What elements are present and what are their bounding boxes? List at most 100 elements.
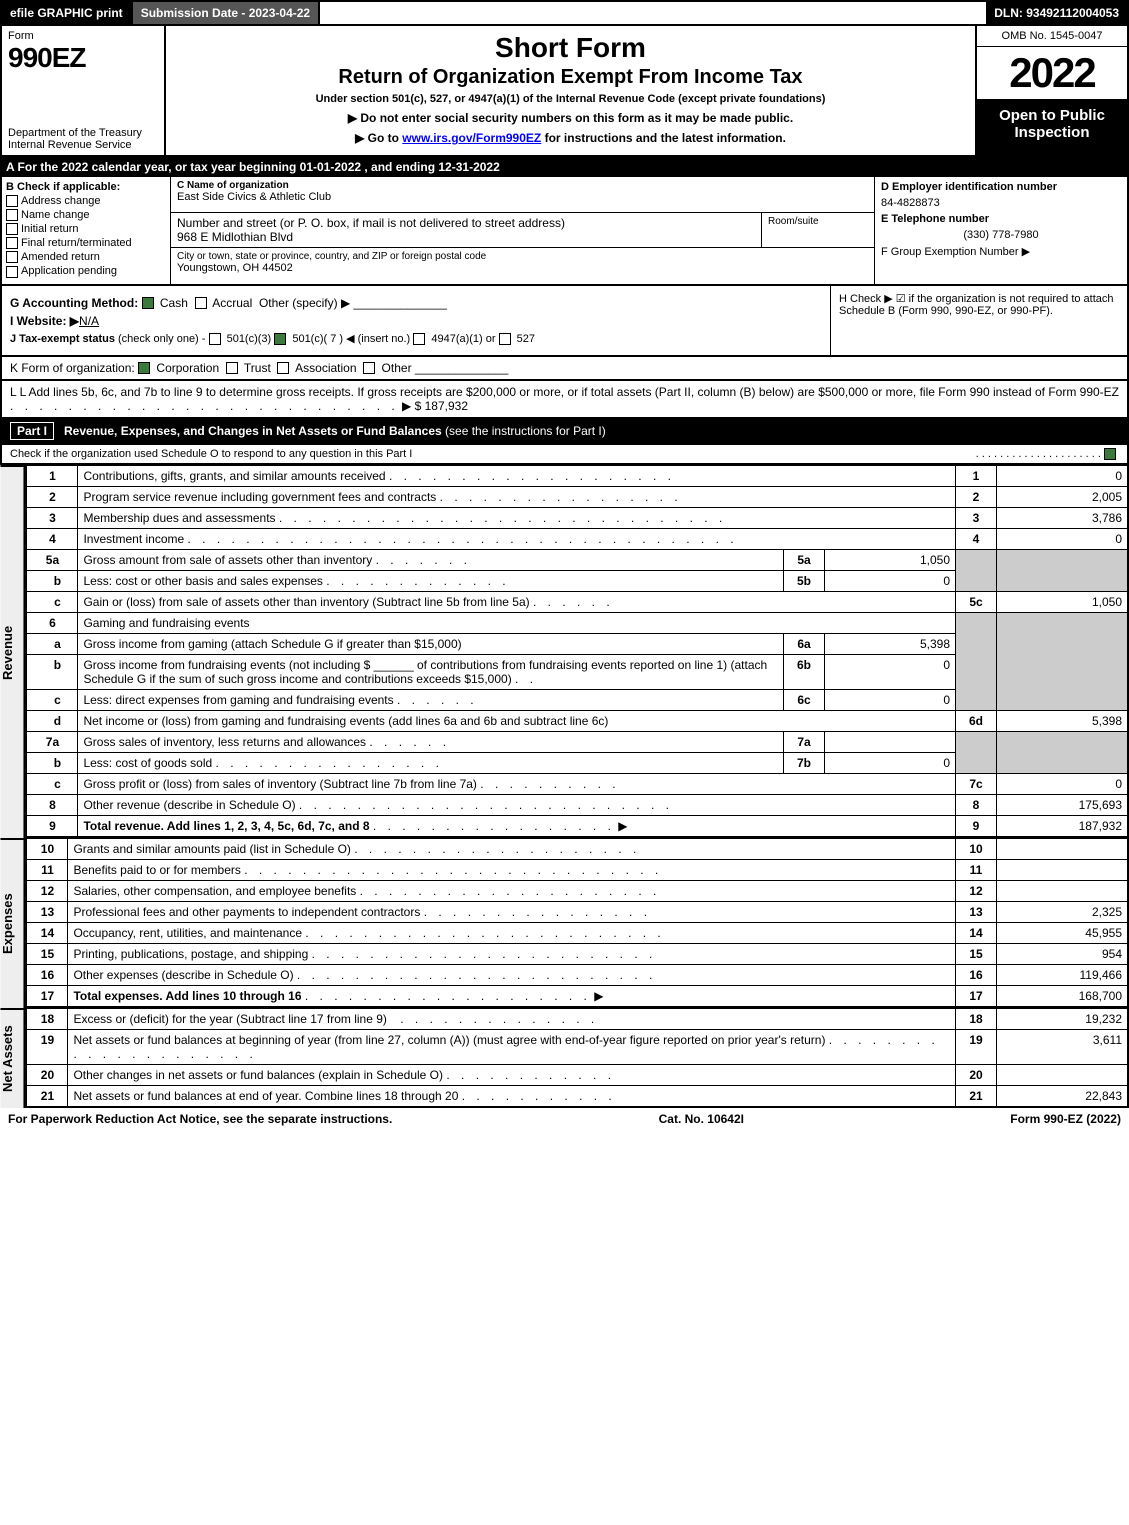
check-final-return[interactable]: Final return/terminated <box>6 237 166 249</box>
part-1-label: Part I <box>10 422 54 440</box>
mid-section: G Accounting Method: Cash Accrual Other … <box>0 286 1129 357</box>
line-13: 13Professional fees and other payments t… <box>26 901 1128 922</box>
org-name-row: C Name of organization East Side Civics … <box>171 177 874 213</box>
check-trust[interactable] <box>226 362 238 374</box>
net-assets-section: Net Assets 18Excess or (deficit) for the… <box>0 1008 1129 1108</box>
info-section: B Check if applicable: Address change Na… <box>0 177 1129 286</box>
section-g: G Accounting Method: Cash Accrual Other … <box>10 296 822 310</box>
line-7a: 7aGross sales of inventory, less returns… <box>26 731 1128 752</box>
line-19: 19Net assets or fund balances at beginni… <box>26 1029 1128 1064</box>
website-value: N/A <box>79 314 99 328</box>
footer-center: Cat. No. 10642I <box>659 1112 744 1126</box>
instr2-pre: ▶ Go to <box>355 131 402 145</box>
org-name-value: East Side Civics & Athletic Club <box>177 191 868 203</box>
top-bar: efile GRAPHIC print Submission Date - 20… <box>0 0 1129 26</box>
line-21: 21Net assets or fund balances at end of … <box>26 1085 1128 1107</box>
ein-label: D Employer identification number <box>881 181 1121 193</box>
street-value: 968 E Midlothian Blvd <box>177 230 755 244</box>
dln-label: DLN: 93492112004053 <box>986 2 1127 24</box>
check-501c3[interactable] <box>209 333 221 345</box>
line-14: 14Occupancy, rent, utilities, and mainte… <box>26 922 1128 943</box>
line-5a: 5aGross amount from sale of assets other… <box>26 549 1128 570</box>
check-name-change[interactable]: Name change <box>6 209 166 221</box>
instruction-2: ▶ Go to www.irs.gov/Form990EZ for instru… <box>176 131 965 145</box>
section-b-label: B Check if applicable: <box>6 181 166 193</box>
section-b: B Check if applicable: Address change Na… <box>2 177 171 284</box>
revenue-table: 1Contributions, gifts, grants, and simil… <box>25 465 1129 838</box>
line-15: 15Printing, publications, postage, and s… <box>26 943 1128 964</box>
department-label: Department of the Treasury Internal Reve… <box>8 127 158 151</box>
line-20: 20Other changes in net assets or fund ba… <box>26 1064 1128 1085</box>
line-1: 1Contributions, gifts, grants, and simil… <box>26 465 1128 486</box>
net-assets-table: 18Excess or (deficit) for the year (Subt… <box>25 1008 1129 1108</box>
part-1-header: Part I Revenue, Expenses, and Changes in… <box>0 419 1129 445</box>
group-exemption: F Group Exemption Number ▶ <box>881 245 1121 258</box>
instruction-1: ▶ Do not enter social security numbers o… <box>176 111 965 125</box>
check-schedule-o[interactable] <box>1104 448 1116 460</box>
line-7c: cGross profit or (loss) from sales of in… <box>26 773 1128 794</box>
check-initial-return[interactable]: Initial return <box>6 223 166 235</box>
phone-label: E Telephone number <box>881 213 1121 225</box>
page-footer: For Paperwork Reduction Act Notice, see … <box>0 1108 1129 1130</box>
footer-right: Form 990-EZ (2022) <box>1010 1112 1121 1126</box>
check-501c[interactable] <box>274 333 286 345</box>
check-amended-return[interactable]: Amended return <box>6 251 166 263</box>
check-527[interactable] <box>499 333 511 345</box>
check-other-org[interactable] <box>363 362 375 374</box>
tax-year: 2022 <box>977 47 1127 99</box>
expenses-table: 10Grants and similar amounts paid (list … <box>25 838 1129 1008</box>
expenses-section: Expenses 10Grants and similar amounts pa… <box>0 838 1129 1008</box>
header-left: Form 990EZ Department of the Treasury In… <box>2 26 166 155</box>
revenue-section: Revenue 1Contributions, gifts, grants, a… <box>0 465 1129 838</box>
under-section-text: Under section 501(c), 527, or 4947(a)(1)… <box>176 93 965 105</box>
city-row: City or town, state or province, country… <box>171 248 874 283</box>
form-number: 990EZ <box>8 42 158 74</box>
line-3: 3Membership dues and assessments . . . .… <box>26 507 1128 528</box>
revenue-side-label: Revenue <box>0 465 25 838</box>
check-association[interactable] <box>277 362 289 374</box>
efile-label[interactable]: efile GRAPHIC print <box>2 2 131 24</box>
line-10: 10Grants and similar amounts paid (list … <box>26 838 1128 859</box>
line-9: 9Total revenue. Add lines 1, 2, 3, 4, 5c… <box>26 815 1128 837</box>
net-assets-side-label: Net Assets <box>0 1008 25 1108</box>
ein-value: 84-4828873 <box>881 197 1121 209</box>
line-11: 11Benefits paid to or for members . . . … <box>26 859 1128 880</box>
form-title: Short Form <box>176 32 965 64</box>
part-1-title: Revenue, Expenses, and Changes in Net As… <box>64 424 606 438</box>
row-a-tax-year: A For the 2022 calendar year, or tax yea… <box>0 157 1129 177</box>
section-h: H Check ▶ ☑ if the organization is not r… <box>830 286 1127 355</box>
check-address-change[interactable]: Address change <box>6 195 166 207</box>
line-6d: dNet income or (loss) from gaming and fu… <box>26 710 1128 731</box>
check-4947[interactable] <box>413 333 425 345</box>
irs-link[interactable]: www.irs.gov/Form990EZ <box>402 131 541 145</box>
check-accrual[interactable] <box>195 297 207 309</box>
instr2-post: for instructions and the latest informat… <box>541 131 786 145</box>
section-def: D Employer identification number 84-4828… <box>875 177 1127 284</box>
line-2: 2Program service revenue including gover… <box>26 486 1128 507</box>
part-1-check-row: Check if the organization used Schedule … <box>0 445 1129 465</box>
line-6: 6Gaming and fundraising events <box>26 612 1128 633</box>
check-cash[interactable] <box>142 297 154 309</box>
omb-number: OMB No. 1545-0047 <box>977 26 1127 47</box>
line-18: 18Excess or (deficit) for the year (Subt… <box>26 1008 1128 1029</box>
line-12: 12Salaries, other compensation, and empl… <box>26 880 1128 901</box>
line-5c: cGain or (loss) from sale of assets othe… <box>26 591 1128 612</box>
header-right: OMB No. 1545-0047 2022 Open to Public In… <box>977 26 1127 155</box>
line-16: 16Other expenses (describe in Schedule O… <box>26 964 1128 985</box>
section-h-text: H Check ▶ ☑ if the organization is not r… <box>839 293 1114 317</box>
section-l: L L Add lines 5b, 6c, and 7b to line 9 t… <box>0 381 1129 419</box>
form-word: Form <box>8 30 158 42</box>
room-suite: Room/suite <box>762 213 874 247</box>
phone-value: (330) 778-7980 <box>881 229 1121 241</box>
city-value: Youngstown, OH 44502 <box>177 262 868 274</box>
gross-receipts-amount: ▶ $ 187,932 <box>402 399 468 413</box>
expenses-side-label: Expenses <box>0 838 25 1008</box>
mid-left: G Accounting Method: Cash Accrual Other … <box>2 286 830 355</box>
footer-left: For Paperwork Reduction Act Notice, see … <box>8 1112 392 1126</box>
check-corporation[interactable] <box>138 362 150 374</box>
open-to-public: Open to Public Inspection <box>977 99 1127 155</box>
line-8: 8Other revenue (describe in Schedule O) … <box>26 794 1128 815</box>
form-header: Form 990EZ Department of the Treasury In… <box>0 26 1129 157</box>
check-application-pending[interactable]: Application pending <box>6 265 166 277</box>
section-k: K Form of organization: Corporation Trus… <box>0 357 1129 381</box>
